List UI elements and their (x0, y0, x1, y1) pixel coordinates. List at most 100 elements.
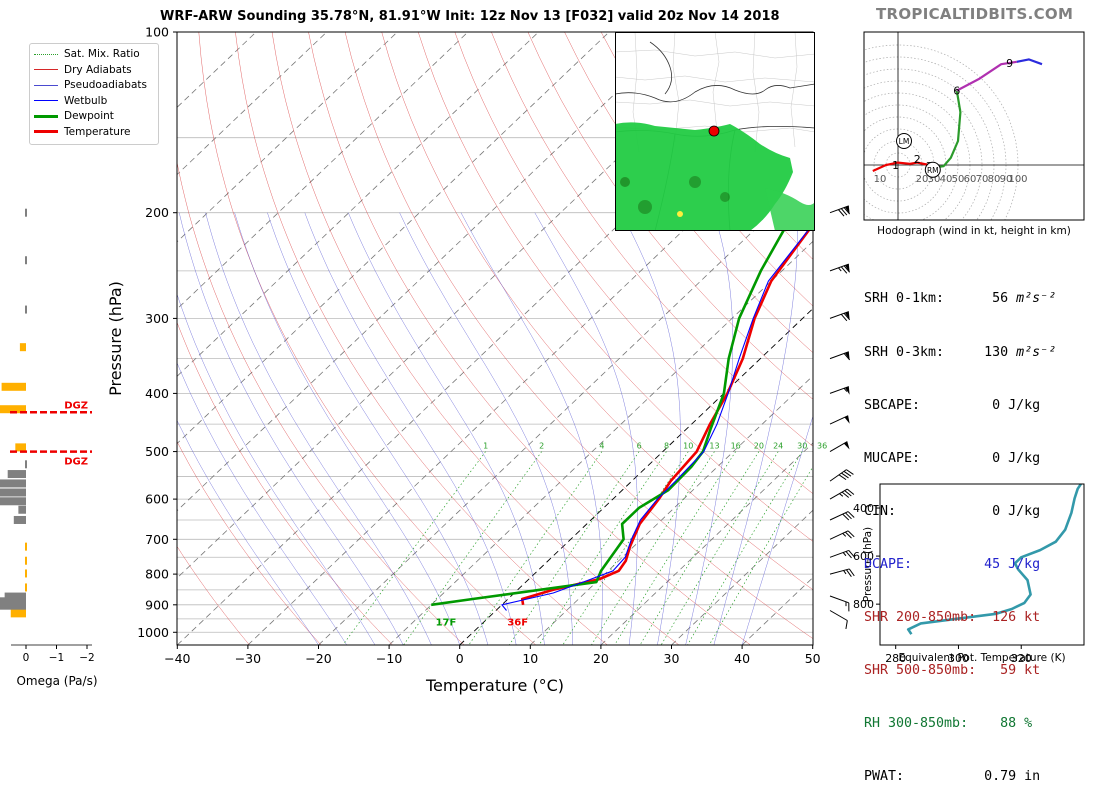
omega-bar (25, 209, 27, 217)
omega-bar (0, 489, 26, 497)
y-tick-label: 200 (145, 205, 169, 220)
hodograph-trace (1017, 59, 1042, 64)
stat-srh03: SRH 0-3km: 130 m²s⁻² (864, 344, 1056, 362)
wind-barb (830, 468, 853, 488)
legend-label: Wetbulb (64, 95, 107, 107)
x-tick-label: −20 (305, 651, 331, 666)
y-tick-label: 700 (145, 532, 169, 547)
stat-dcape-label: DCAPE: (864, 557, 912, 572)
mixing-ratio-line (688, 452, 803, 645)
dgz-label: DGZ (64, 400, 88, 411)
x-tick-label: −30 (235, 651, 261, 666)
legend-label: Pseudoadiabats (64, 79, 147, 91)
stat-pwat: PWAT: 0.79 in (864, 768, 1056, 786)
hodograph-marker-label: LM (899, 137, 910, 146)
inset-map-drawing (615, 32, 815, 231)
legend-item: Dewpoint (34, 109, 114, 123)
legend-item: Sat. Mix. Ratio (34, 47, 140, 61)
dgz-label: DGZ (64, 457, 88, 468)
hodograph-trace (935, 91, 960, 168)
legend-item: Wetbulb (34, 94, 107, 108)
stat-srh01-label: SRH 0-1km: (864, 291, 944, 306)
mixing-ratio-label: 36 (817, 442, 827, 451)
legend-swatch (34, 100, 58, 101)
omega-bar (18, 506, 26, 514)
mixing-ratio-line (509, 452, 639, 645)
stat-cin-value: 0 J/kg (992, 504, 1040, 519)
mixing-ratio-line (640, 452, 759, 645)
y-tick-label: 900 (145, 597, 169, 612)
stat-shr1: SHR 200-850mb: 126 kt (864, 609, 1056, 627)
omega-bar (2, 383, 26, 391)
x-axis-label: Temperature (°C) (425, 676, 564, 695)
hodograph-height-label: 6 (953, 85, 960, 98)
mixing-ratio-line (709, 452, 822, 645)
pseudoadiabat-line (111, 213, 318, 645)
stat-shr2: SHR 500-850mb: 59 kt (864, 662, 1056, 680)
stat-rh-label: RH 300-850mb: (864, 716, 968, 731)
y-tick-label: 400 (145, 386, 169, 401)
hodograph-frame (864, 32, 1084, 220)
pseudoadiabat-line (348, 213, 544, 645)
dry-adiabat-line (162, 32, 464, 645)
hodograph-ring-label: 10 (874, 174, 887, 185)
mixing-ratio-label: 20 (754, 442, 764, 451)
wind-barb (826, 611, 850, 629)
y-tick-label: 300 (145, 311, 169, 326)
mixing-ratio-label: 4 (599, 442, 604, 451)
pseudoadiabat-line (267, 213, 488, 645)
hodograph-ring-label: 20 (916, 174, 929, 185)
y-tick-label: 800 (145, 567, 169, 582)
stat-srh03-value: 130 (984, 345, 1008, 360)
surface-temperature-label: 36F (507, 618, 528, 629)
omega-bar (25, 306, 27, 314)
legend-item: Pseudoadiabats (34, 78, 147, 92)
x-tick-label: 30 (664, 651, 680, 666)
mixing-ratio-label: 6 (637, 442, 642, 451)
pseudoadiabat-line (155, 213, 375, 645)
mixing-ratio-line (615, 452, 736, 645)
omega-bar (25, 557, 27, 565)
pseudoadiabat-line (400, 213, 573, 645)
mixing-ratio-line (469, 452, 602, 645)
stat-sbcape: SBCAPE: 0 J/kg (864, 397, 1056, 415)
y-tick-label: 100 (145, 25, 169, 40)
omega-axis-label: Omega (Pa/s) (16, 674, 97, 688)
stat-pwat-value: 0.79 in (984, 769, 1040, 784)
hodograph-ring-label: 80 (988, 174, 1001, 185)
mixing-ratio-line (539, 452, 666, 645)
stat-mucape: MUCAPE: 0 J/kg (864, 450, 1056, 468)
dry-adiabat-line (126, 32, 393, 645)
stat-sbcape-value: 0 J/kg (992, 398, 1040, 413)
omega-bar (25, 256, 27, 264)
x-tick-label: 10 (522, 651, 538, 666)
legend-swatch (34, 85, 58, 86)
wind-barb (830, 387, 852, 401)
pseudoadiabat-line (305, 213, 516, 645)
legend-swatch (34, 115, 58, 118)
pseudoadiabat-line (686, 213, 733, 645)
mixing-ratio-label: 8 (664, 442, 669, 451)
omega-bar (11, 609, 26, 617)
stat-shr2-value: 59 kt (1000, 663, 1040, 678)
omega-bar (0, 479, 26, 487)
hodograph-height-label: 2 (914, 153, 921, 166)
mixing-ratio-label: 13 (709, 442, 719, 451)
stat-shr1-label: SHR 200-850mb: (864, 610, 976, 625)
mixing-ratio-label: 2 (539, 442, 544, 451)
stats-panel: SRH 0-1km: 56 m²s⁻² SRH 0-3km: 130 m²s⁻²… (864, 255, 1056, 804)
hodograph-ring-label: 100 (1008, 174, 1027, 185)
omega-bar (15, 443, 26, 451)
skewt-profiles (431, 213, 822, 611)
wind-barb (830, 264, 852, 278)
y-tick-label: 600 (145, 492, 169, 507)
stat-pwat-label: PWAT: (864, 769, 904, 784)
x-tick-label: −10 (376, 651, 402, 666)
pseudoadiabat-line (621, 213, 680, 645)
omega-bar (5, 593, 26, 601)
stat-srh03-unit: m²s⁻² (1016, 345, 1056, 360)
mixing-ratio-label: 30 (797, 442, 807, 451)
pseudoadiabat-line (714, 213, 798, 645)
y-axis-label: Pressure (hPa) (106, 281, 125, 396)
